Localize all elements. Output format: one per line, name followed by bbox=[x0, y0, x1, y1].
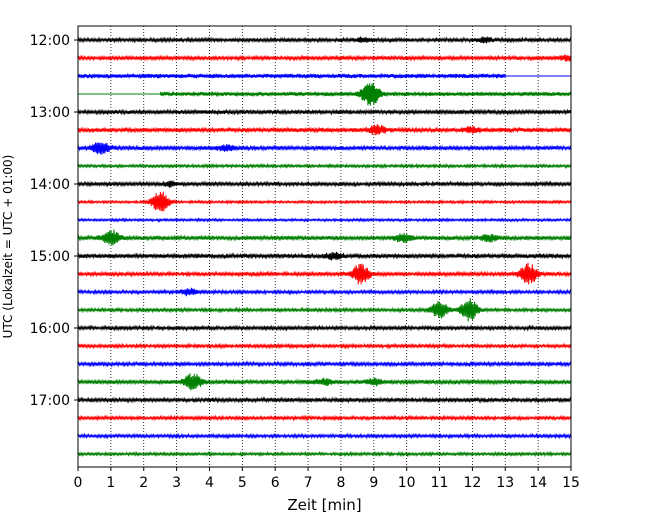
trace-1315 bbox=[77, 124, 572, 136]
x-tick-label: 7 bbox=[304, 475, 313, 491]
trace-1745 bbox=[77, 450, 572, 458]
y-tick-label: 15:00 bbox=[30, 249, 70, 265]
x-tick-label: 4 bbox=[205, 475, 214, 491]
x-axis: 0 1 2 3 4 5 6 7 8 9 10 11 12 13 14 15 bbox=[74, 467, 580, 491]
x-tick-label: 6 bbox=[271, 475, 280, 491]
trace-1330 bbox=[77, 142, 572, 155]
y-tick-label: 12:00 bbox=[30, 33, 70, 49]
trace-1400 bbox=[77, 180, 572, 188]
y-axis-title: UTC (Lokalzeit = UTC + 01:00) bbox=[1, 155, 15, 339]
trace-1630 bbox=[77, 360, 572, 368]
y-tick-label: 13:00 bbox=[30, 105, 70, 121]
trace-1615 bbox=[77, 342, 572, 350]
x-tick-label: 3 bbox=[172, 475, 181, 491]
y-tick-label: 14:00 bbox=[30, 177, 70, 193]
x-tick-label: 1 bbox=[106, 475, 115, 491]
plot-frame bbox=[77, 25, 572, 468]
trace-1500 bbox=[77, 251, 572, 261]
x-tick-label: 5 bbox=[238, 475, 247, 491]
trace-1415 bbox=[77, 191, 572, 212]
traces-layer bbox=[77, 36, 572, 458]
x-tick-label: 13 bbox=[496, 475, 514, 491]
trace-1230 bbox=[77, 72, 571, 80]
y-tick-label: 16:00 bbox=[30, 321, 70, 337]
trace-1515 bbox=[77, 262, 572, 285]
trace-1645 bbox=[77, 373, 572, 391]
x-tick-label: 15 bbox=[562, 475, 580, 491]
trace-1200 bbox=[77, 36, 572, 44]
x-tick-label: 10 bbox=[398, 475, 416, 491]
trace-1300 bbox=[77, 108, 572, 116]
trace-1445 bbox=[77, 229, 572, 246]
y-tick-label: 17:00 bbox=[30, 393, 70, 409]
x-tick-label: 0 bbox=[74, 475, 83, 491]
x-tick-label: 8 bbox=[336, 475, 345, 491]
trace-1430 bbox=[77, 217, 572, 223]
x-tick-label: 9 bbox=[369, 475, 378, 491]
x-tick-label: 12 bbox=[463, 475, 481, 491]
trace-1530 bbox=[77, 287, 572, 297]
trace-1600 bbox=[77, 324, 572, 332]
trace-1730 bbox=[77, 432, 572, 440]
trace-1545 bbox=[77, 298, 572, 322]
trace-1245 bbox=[78, 82, 572, 106]
x-axis-title: Zeit [min] bbox=[287, 496, 361, 514]
trace-1215 bbox=[77, 54, 572, 62]
trace-1715 bbox=[77, 414, 572, 422]
y-axis: 12:00 13:00 14:00 15:00 16:00 17:00 bbox=[30, 33, 78, 409]
trace-1345 bbox=[77, 162, 572, 170]
x-tick-label: 14 bbox=[529, 475, 547, 491]
x-tick-label: 2 bbox=[139, 475, 148, 491]
trace-1700 bbox=[77, 396, 572, 404]
x-tick-label: 11 bbox=[431, 475, 449, 491]
